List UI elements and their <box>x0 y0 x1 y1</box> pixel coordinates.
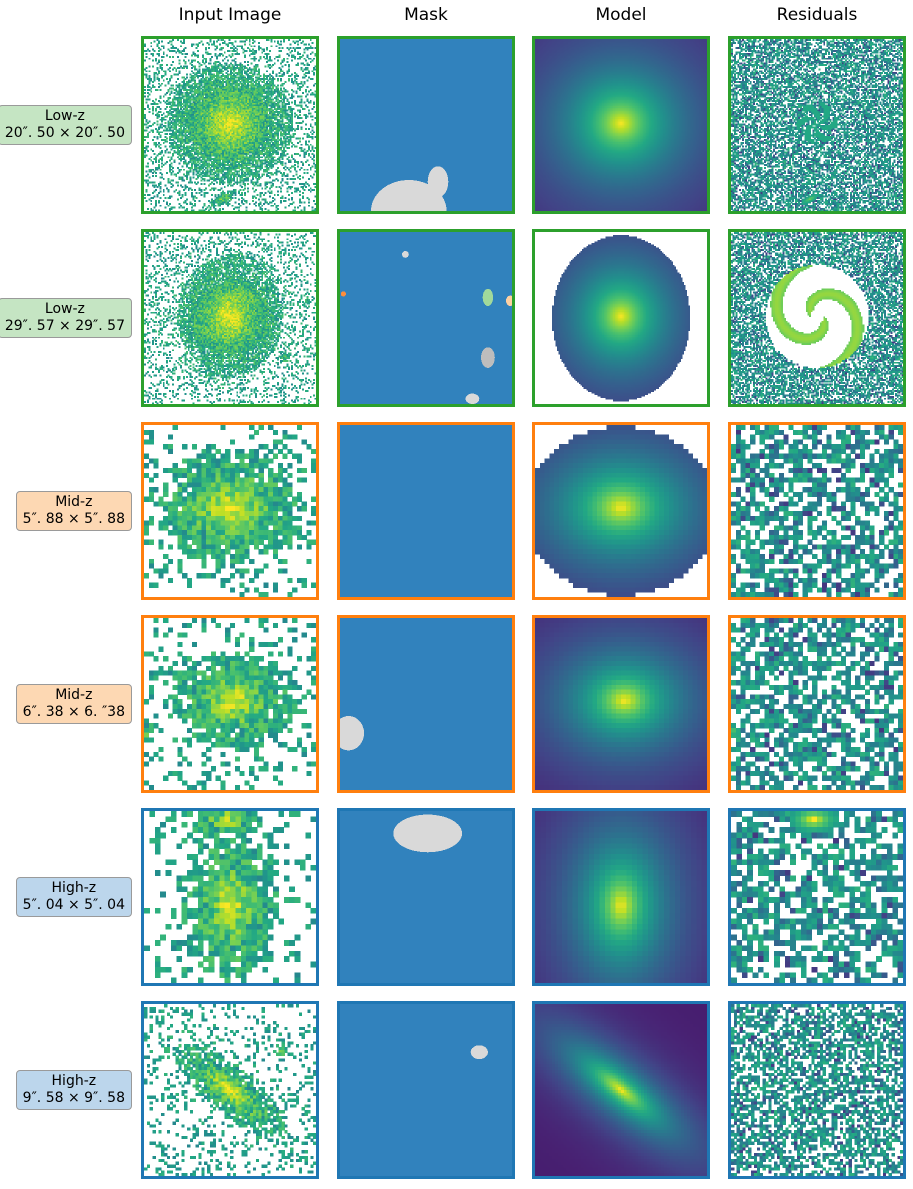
mask-region <box>402 251 409 258</box>
model-panel-row-2 <box>532 229 710 407</box>
input-panel-row-1 <box>141 36 319 214</box>
model-panel-row-4 <box>532 615 710 793</box>
mask-image <box>340 1004 512 1176</box>
residual-panel-row-1 <box>728 36 906 214</box>
mask-image <box>340 425 512 597</box>
residual-image <box>731 618 903 790</box>
input-image <box>144 425 316 597</box>
mask-image <box>340 811 512 983</box>
input-panel-row-4 <box>141 615 319 793</box>
redshift-class: High-z <box>23 1073 125 1090</box>
residual-image <box>731 1004 903 1176</box>
redshift-badge: Low-z 20″. 50 × 20″. 50 <box>0 105 132 145</box>
model-panel-row-3 <box>532 422 710 600</box>
mask-image <box>340 618 512 790</box>
redshift-class: Low-z <box>5 301 125 318</box>
model-image <box>535 425 707 597</box>
redshift-badge: Low-z 29″. 57 × 29″. 57 <box>0 298 132 338</box>
redshift-class: Mid-z <box>23 687 125 704</box>
model-image <box>535 618 707 790</box>
mask-region <box>340 716 365 751</box>
cutout-size: 5″. 04 × 5″. 04 <box>23 897 125 914</box>
mask-region <box>371 180 447 211</box>
mask-region <box>427 166 449 198</box>
cutout-size: 20″. 50 × 20″. 50 <box>5 125 125 142</box>
input-panel-row-2 <box>141 229 319 407</box>
input-image <box>144 232 316 404</box>
model-panel-row-1 <box>532 36 710 214</box>
mask-region <box>506 295 512 306</box>
input-panel-row-6 <box>141 1001 319 1179</box>
model-panel-row-5 <box>532 808 710 986</box>
mask-region <box>340 291 346 297</box>
redshift-badge: High-z 5″. 04 × 5″. 04 <box>15 877 132 917</box>
model-image <box>535 1004 707 1176</box>
input-image <box>144 1004 316 1176</box>
mask-panel-row-6 <box>337 1001 515 1179</box>
column-title-mask: Mask <box>337 4 515 26</box>
cutout-size: 29″. 57 × 29″. 57 <box>5 318 125 335</box>
residual-image <box>731 39 903 211</box>
residual-panel-row-2 <box>728 229 906 407</box>
input-image <box>144 39 316 211</box>
mask-region <box>470 1045 488 1060</box>
model-image <box>552 235 691 402</box>
redshift-class: Mid-z <box>23 494 125 511</box>
redshift-badge: Mid-z 5″. 88 × 5″. 88 <box>15 491 132 531</box>
mask-panel-row-4 <box>337 615 515 793</box>
mask-panel-row-3 <box>337 422 515 600</box>
cutout-size: 6″. 38 × 6. ″38 <box>23 704 125 721</box>
model-panel-row-6 <box>532 1001 710 1179</box>
cutout-size: 9″. 58 × 9″. 58 <box>23 1090 125 1107</box>
model-image <box>535 811 707 983</box>
mask-region <box>481 347 495 368</box>
mask-image <box>340 39 512 211</box>
residual-image <box>731 811 903 983</box>
residual-image <box>731 232 903 404</box>
redshift-class: High-z <box>23 880 125 897</box>
column-title-model: Model <box>532 4 710 26</box>
mask-panel-row-5 <box>337 808 515 986</box>
residual-panel-row-3 <box>728 422 906 600</box>
cutout-size: 5″. 88 × 5″. 88 <box>23 511 125 528</box>
column-title-input-image: Input Image <box>141 4 319 26</box>
mask-region <box>482 288 494 306</box>
model-image <box>535 39 707 211</box>
column-title-residuals: Residuals <box>728 4 906 26</box>
redshift-class: Low-z <box>5 108 125 125</box>
mask-region <box>465 393 480 404</box>
input-panel-row-3 <box>141 422 319 600</box>
mask-region <box>393 814 463 853</box>
redshift-badge: Mid-z 6″. 38 × 6. ″38 <box>15 684 132 724</box>
mask-image <box>340 232 512 404</box>
residual-panel-row-5 <box>728 808 906 986</box>
residual-image <box>731 425 903 597</box>
mask-panel-row-1 <box>337 36 515 214</box>
input-image <box>144 618 316 790</box>
input-panel-row-5 <box>141 808 319 986</box>
residual-panel-row-4 <box>728 615 906 793</box>
redshift-badge: High-z 9″. 58 × 9″. 58 <box>15 1070 132 1110</box>
residual-panel-row-6 <box>728 1001 906 1179</box>
mask-panel-row-2 <box>337 229 515 407</box>
input-image <box>144 811 316 983</box>
